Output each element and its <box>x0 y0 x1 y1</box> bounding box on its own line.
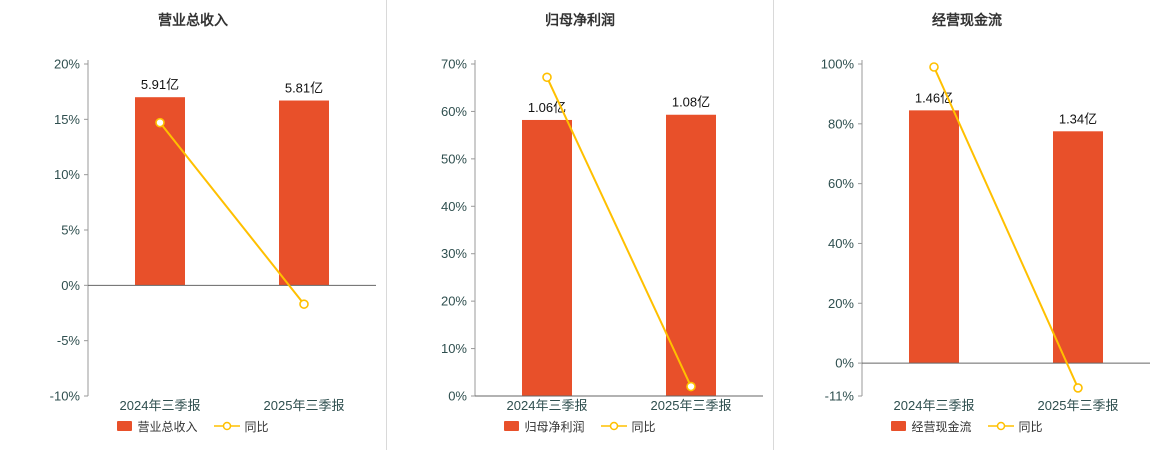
legend-label-line-series: 同比 <box>631 419 656 434</box>
line-series-swatch <box>213 421 240 431</box>
chart-title-revenue: 营业总收入 <box>158 12 228 28</box>
legend-item-bar-series[interactable]: 经营现金流 <box>891 418 972 435</box>
y-tick-label: 10% <box>54 167 80 182</box>
legend-label-line-series: 同比 <box>244 419 269 434</box>
bar-2024年三季报[interactable] <box>909 110 959 364</box>
bar-value-label: 1.34亿 <box>1059 111 1097 126</box>
legend-item-line-series[interactable]: 同比 <box>213 418 269 435</box>
legend-item-bar-series[interactable]: 归母净利润 <box>504 418 585 435</box>
bar-value-label: 1.06亿 <box>528 100 566 115</box>
y-tick-label: 40% <box>828 236 854 251</box>
y-tick-label: -10% <box>50 389 81 404</box>
bar-2025年三季报[interactable] <box>279 100 329 286</box>
y-tick-label: 20% <box>441 294 467 309</box>
legend-label-bar-series: 归母净利润 <box>524 419 585 434</box>
line-series-swatch <box>987 421 1014 431</box>
legend-label-line-series: 同比 <box>1018 419 1043 434</box>
yoy-point[interactable] <box>542 72 552 83</box>
y-tick-label: 30% <box>441 246 467 261</box>
chart-title-cash-flow: 经营现金流 <box>932 12 1002 28</box>
chart-panel-net-profit: 归母净利润 0% 10% 20% 30% 40% 50% 60% 70% 1.06亿 1.08亿 2… <box>386 0 773 450</box>
legend-item-line-series[interactable]: 同比 <box>987 418 1043 435</box>
net-profit-chart: 0% 10% 20% 30% 40% 50% 60% 70% 1.06亿 1.08亿 2024年三季… <box>441 57 763 413</box>
bar-value-label: 1.46亿 <box>915 90 953 105</box>
yoy-line <box>546 76 692 387</box>
y-tick-label: 60% <box>441 104 467 119</box>
y-tick-label: 0% <box>61 278 80 293</box>
category-label: 2025年三季报 <box>264 398 345 413</box>
chart-panel-revenue: 营业总收入 -10% -5% 0% 5% 10% 15% 20% 5.91亿 5.81亿 2024… <box>0 0 386 450</box>
y-tick-label: 80% <box>828 116 854 131</box>
y-tick-label: 70% <box>441 57 467 72</box>
y-tick-label: 15% <box>54 112 80 127</box>
yoy-point[interactable] <box>299 299 309 309</box>
bar-series-swatch <box>117 421 133 431</box>
yoy-point[interactable] <box>929 62 939 72</box>
line-series-swatch <box>600 421 627 431</box>
legend-label-bar-series: 营业总收入 <box>137 419 198 434</box>
category-label: 2025年三季报 <box>651 398 732 413</box>
yoy-line <box>933 66 1079 389</box>
y-tick-label: -11% <box>825 389 855 404</box>
category-label: 2024年三季报 <box>894 398 975 413</box>
y-tick-label: 40% <box>441 199 467 214</box>
y-tick-label: 60% <box>828 176 854 191</box>
bar-series-swatch <box>504 421 520 431</box>
y-tick-label: 20% <box>828 296 854 311</box>
y-tick-label: 100% <box>821 57 855 72</box>
chart-panel-cash-flow: 经营现金流 -11% 0% 20% 40% 60% 80% 100% 1.46亿 1.34亿 20… <box>773 0 1160 450</box>
yoy-point[interactable] <box>1073 383 1083 393</box>
bar-2025年三季报[interactable] <box>1053 131 1103 364</box>
bar-2024年三季报[interactable] <box>135 97 185 286</box>
category-label: 2024年三季报 <box>507 398 588 413</box>
legend-revenue: 营业总收入 同比 <box>0 416 386 436</box>
y-tick-label: -5% <box>57 333 81 348</box>
bar-2024年三季报[interactable] <box>522 119 572 397</box>
legend-cash-flow: 经营现金流 同比 <box>774 416 1160 436</box>
bar-value-label: 1.08亿 <box>672 95 710 110</box>
yoy-point[interactable] <box>686 381 696 392</box>
cash-flow-chart: -11% 0% 20% 40% 60% 80% 100% 1.46亿 1.34亿 2024年三季报… <box>821 57 1150 413</box>
bar-2025年三季报[interactable] <box>666 114 716 397</box>
y-tick-label: 50% <box>441 151 467 166</box>
bar-value-label: 5.81亿 <box>285 81 323 96</box>
category-label: 2024年三季报 <box>120 398 201 413</box>
y-tick-label: 0% <box>835 356 854 371</box>
legend-label-bar-series: 经营现金流 <box>911 419 972 434</box>
bar-value-label: 5.91亿 <box>141 77 179 92</box>
category-label: 2025年三季报 <box>1038 398 1119 413</box>
bar-series-swatch <box>891 421 907 431</box>
legend-net-profit: 归母净利润 同比 <box>387 416 773 436</box>
y-tick-label: 5% <box>61 223 80 238</box>
revenue-chart: -10% -5% 0% 5% 10% 15% 20% 5.91亿 5.81亿 2024年三季报 20… <box>50 57 376 413</box>
y-tick-label: 20% <box>54 57 80 72</box>
yoy-point[interactable] <box>155 117 165 128</box>
y-tick-label: 0% <box>448 389 467 404</box>
chart-title-net-profit: 归母净利润 <box>545 12 615 28</box>
legend-item-bar-series[interactable]: 营业总收入 <box>117 418 198 435</box>
yoy-line <box>159 122 305 305</box>
legend-item-line-series[interactable]: 同比 <box>600 418 656 435</box>
y-tick-label: 10% <box>441 341 467 356</box>
